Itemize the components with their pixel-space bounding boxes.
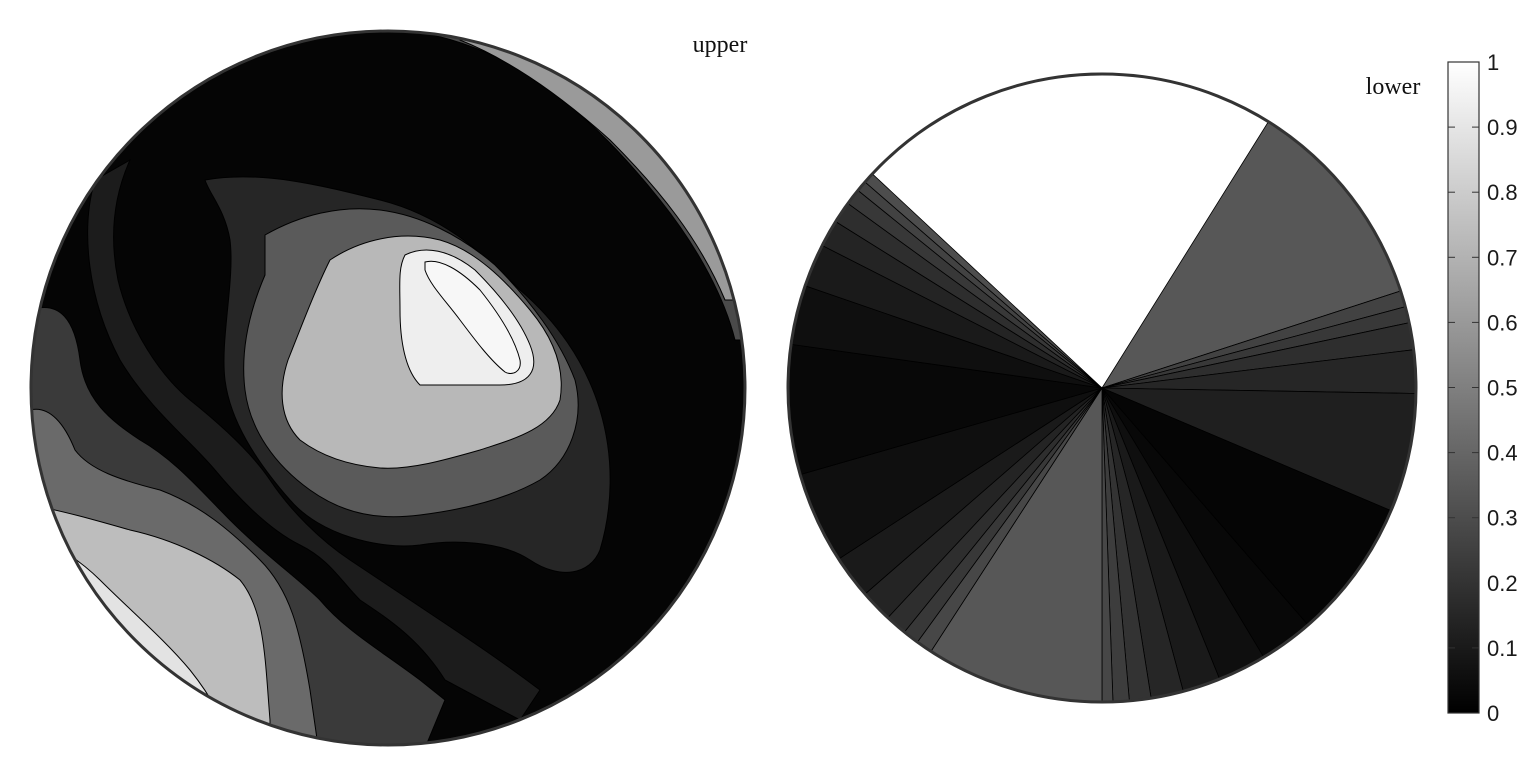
- lower-sector-12: [1101, 387, 1132, 702]
- upper-contour-field: [31, 31, 745, 745]
- colorbar-tick-label-8: 0.8: [1487, 180, 1518, 205]
- colorbar-tick-label-6: 0.6: [1487, 310, 1518, 335]
- lower-sector-21: [788, 341, 1103, 480]
- lower-disk-outline: [786, 72, 1418, 704]
- lower-sectors: [788, 107, 1416, 702]
- lower-sector-3: [1101, 318, 1416, 389]
- lower-sector-11: [1101, 387, 1155, 702]
- colorbar-tick-label-2: 0.2: [1487, 571, 1518, 596]
- lower-sector-10: [1101, 387, 1188, 702]
- lower-panel: lower: [786, 72, 1421, 704]
- colorbar-tick-label-10: 1: [1487, 50, 1499, 75]
- colorbar-tick-label-3: 0.3: [1487, 506, 1518, 531]
- colorbar: 0 0.1 0.2 0.3 0.4 0.5 0.6 0.7 0.8 0.9 1: [1447, 50, 1518, 726]
- lower-sector-13: [1101, 387, 1114, 702]
- upper-disk-outline: [29, 29, 747, 747]
- colorbar-tick-label-7: 0.7: [1487, 245, 1518, 270]
- lower-sector-2: [1101, 302, 1416, 389]
- colorbar-tick-label-1: 0.1: [1487, 636, 1518, 661]
- colorbar-ticks: 0 0.1 0.2 0.3 0.4 0.5 0.6 0.7 0.8 0.9 1: [1448, 50, 1518, 726]
- colorbar-tick-label-5: 0.5: [1487, 376, 1518, 401]
- colorbar-tick-label-9: 0.9: [1487, 115, 1518, 140]
- upper-region-dark-ring: [87, 158, 541, 721]
- colorbar-tick-label-0: 0: [1487, 701, 1499, 726]
- upper-panel: upper: [29, 29, 748, 747]
- upper-title: upper: [693, 32, 748, 58]
- upper-region-central-peak: [424, 260, 521, 374]
- lower-title: lower: [1366, 74, 1421, 100]
- colorbar-tick-label-4: 0.4: [1487, 441, 1518, 466]
- lower-sector-4: [1101, 347, 1416, 395]
